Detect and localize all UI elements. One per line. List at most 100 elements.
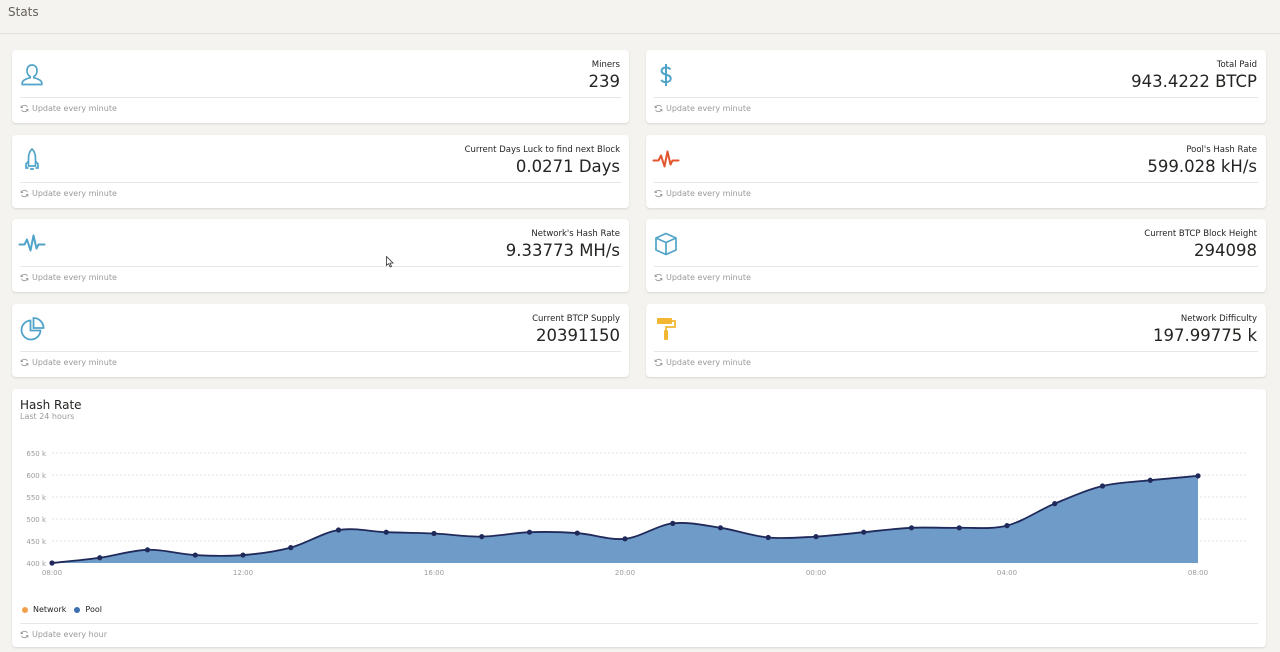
refresh-icon [20,358,29,367]
x-tick-label: 04:00 [997,569,1017,577]
footer-text: Update every minute [666,273,751,282]
card-divider [654,266,1258,267]
card-footer: Update every minute [654,189,751,198]
legend-label-pool: Pool [85,605,102,614]
refresh-icon [20,630,29,639]
data-point [1147,477,1153,483]
data-point [1099,483,1106,489]
stat-label: Pool's Hash Rate [1186,145,1257,155]
card-footer: Update every minute [654,104,751,113]
hash-rate-card: Hash Rate Last 24 hours 400 k 450 k 500 k 5… [12,389,1266,647]
data-point [383,529,389,535]
stat-label: Network Difficulty [1180,314,1257,324]
stat-card-total-paid: Total Paid 943.4222 BTCP Update every minu… [646,50,1266,123]
card-footer: Update every minute [20,189,117,198]
card-footer: Update every minute [654,358,751,367]
footer-text: Update every minute [32,273,117,282]
footer-text: Update every minute [666,358,751,367]
hash-rate-chart[interactable]: 400 k 450 k 500 k 550 k 600 k 650 k 08:00 12:00… [12,389,1266,589]
chart-title: Hash Rate [20,398,82,412]
x-tick-label: 08:00 [1188,569,1208,577]
footer-text: Update every hour [32,630,107,639]
refresh-icon [20,273,29,282]
x-tick-label: 00:00 [806,569,826,577]
chart-subtitle: Last 24 hours [20,412,75,421]
stat-card-current-btcp-block-height: Current BTCP Block Height 294098 Update ev… [646,219,1266,292]
data-point [813,534,819,540]
data-point [861,529,867,535]
data-point [574,530,580,536]
legend-label-network: Network [33,605,67,614]
stat-value: 239 [588,72,621,91]
stat-value: 599.028 kH/s [1147,157,1257,176]
pool-area [52,475,1198,563]
x-tick-label: 08:00 [42,569,62,577]
rocket-icon [18,146,46,174]
legend-item-network[interactable]: Network [22,605,66,614]
stat-label: Current BTCP Supply [532,314,620,324]
stat-value: 197.99775 k [1152,326,1257,345]
data-point [1195,473,1201,479]
card-divider [654,97,1258,98]
y-tick-label: 400 k [26,560,47,568]
top-bar: Stats [0,0,1280,34]
stat-label: Current BTCP Block Height [1144,229,1257,239]
data-point [431,530,437,537]
footer-text: Update every minute [32,189,117,198]
data-point [717,525,724,531]
footer-text: Update every minute [666,104,751,113]
data-point [49,560,55,566]
data-point [908,525,915,531]
card-divider [20,623,1258,624]
data-point [765,534,771,541]
card-divider [20,97,621,98]
stat-value: 943.4222 BTCP [1131,72,1257,91]
x-tick-label: 12:00 [233,569,253,577]
card-divider [654,351,1258,352]
stat-card-current-btcp-supply: Current BTCP Supply 20391150 Update every … [12,304,629,377]
y-tick-label: 600 k [26,472,47,480]
data-point [288,545,294,551]
refresh-icon [654,189,663,198]
page-title: Stats [8,5,39,19]
stat-value: 294098 [1194,241,1257,260]
data-point [97,555,103,561]
stat-card-miners: Miners 239 Update every minute [12,50,629,123]
card-divider [20,182,621,183]
y-tick-label: 550 k [26,494,47,502]
data-point [192,552,198,558]
card-footer: Update every hour [20,630,107,639]
refresh-icon [654,358,663,367]
data-point [526,529,533,535]
chart-legend: Network Pool [22,605,102,614]
legend-item-pool[interactable]: Pool [74,605,102,614]
y-tick-label: 500 k [26,516,47,524]
card-divider [20,266,621,267]
x-tick-label: 16:00 [424,569,444,577]
data-point [240,552,246,558]
box-icon [652,230,680,258]
refresh-icon [20,104,29,113]
stat-card-network-s-hash-rate: Network's Hash Rate 9.33773 MH/s Update ev… [12,219,629,292]
y-tick-label: 650 k [26,450,47,458]
card-footer: Update every minute [654,273,751,282]
paint-roller-icon [652,315,680,343]
stat-value: 9.33773 MH/s [505,241,620,260]
card-footer: Update every minute [20,273,117,282]
data-point [144,547,151,553]
dollar-icon [652,61,680,89]
card-footer: Update every minute [20,104,117,113]
stat-label: Miners [591,60,620,70]
data-point [335,527,342,533]
refresh-icon [20,189,29,198]
refresh-icon [654,104,663,113]
data-point [956,525,962,531]
user-icon [18,61,46,89]
y-tick-label: 450 k [26,538,47,546]
footer-text: Update every minute [32,358,117,367]
stat-label: Total Paid [1216,60,1257,70]
stat-value: 0.0271 Days [515,157,620,176]
stat-card-current-days-luck-to-find-next-block: Current Days Luck to find next Block 0.02… [12,135,629,208]
data-point [670,520,676,526]
x-tick-label: 20:00 [615,569,635,577]
